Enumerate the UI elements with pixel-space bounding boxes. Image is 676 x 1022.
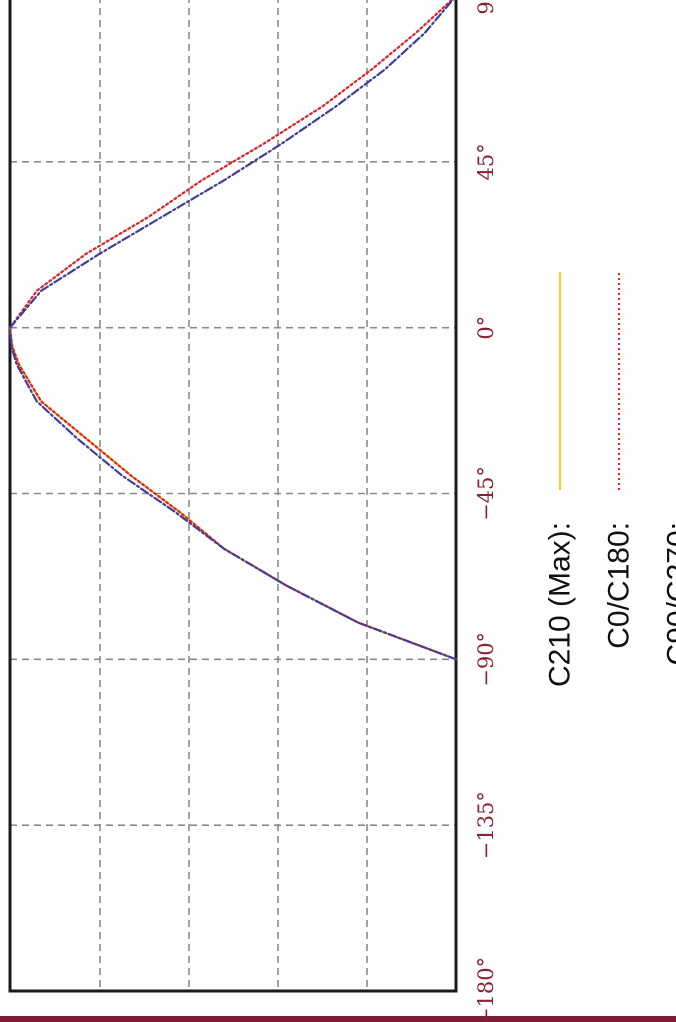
legend-label-2: C90/C270: <box>662 522 676 665</box>
plot-frame <box>8 0 458 993</box>
series-line-1 <box>8 0 458 661</box>
x-tick-labels: −180° −135° −90° −45° 0° 45° 90° <box>474 0 498 1022</box>
series-layer <box>8 0 458 661</box>
x-tick-label-0: −180° <box>474 957 498 1022</box>
x-tick-label-3: −45° <box>474 466 498 521</box>
x-tick-label-1: −135° <box>474 791 498 859</box>
x-tick-label-2: −90° <box>474 632 498 687</box>
x-tick-label-4: 0° <box>474 316 498 340</box>
grid <box>10 0 456 992</box>
legend: C210 (Max): C0/C180: C90/C270: <box>544 272 676 687</box>
legend-label-0: C210 (Max): <box>544 522 577 687</box>
x-tick-label-5: 45° <box>474 143 498 180</box>
series-line-2 <box>8 0 458 661</box>
x-tick-label-6: 90° <box>474 0 498 15</box>
legend-label-1: C0/C180: <box>603 522 636 649</box>
bottom-strip <box>0 1016 676 1022</box>
